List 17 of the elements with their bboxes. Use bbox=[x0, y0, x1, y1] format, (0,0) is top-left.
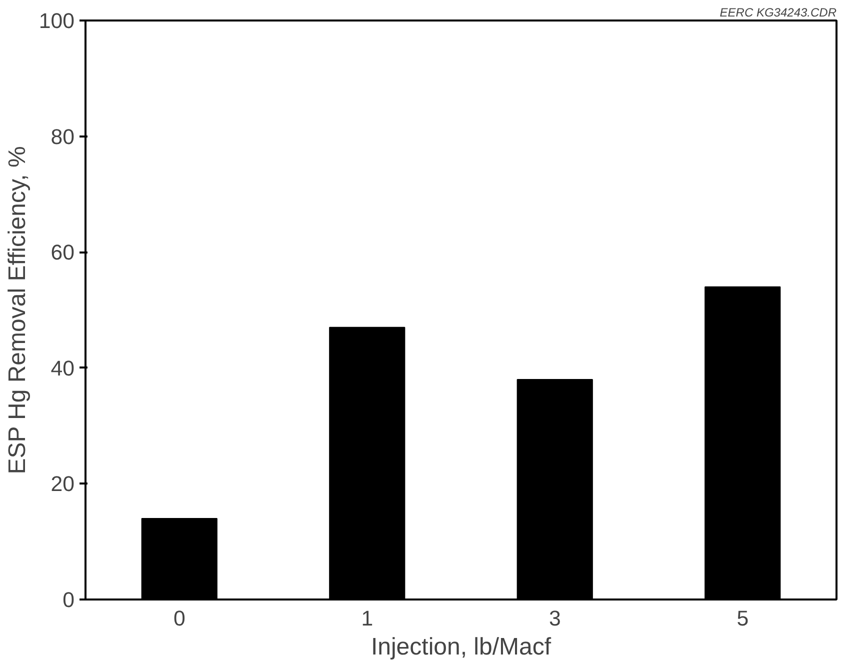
x-axis-title: Injection, lb/Macf bbox=[370, 634, 552, 660]
y-tick-label: 40 bbox=[50, 356, 75, 380]
text: EERC KG34243.CDR bbox=[720, 6, 837, 20]
y-tick-label: 80 bbox=[50, 124, 75, 149]
x-tick-label: 0 bbox=[173, 606, 186, 630]
y-tick-label: 60 bbox=[50, 240, 75, 265]
bar bbox=[329, 326, 406, 600]
bar bbox=[704, 286, 781, 600]
bar bbox=[141, 518, 218, 600]
x-tick-label: 1 bbox=[361, 606, 374, 630]
y-axis-title: ESP Hg Removal Efficiency, % bbox=[4, 146, 31, 474]
y-tick-label: 20 bbox=[50, 472, 75, 496]
bar bbox=[516, 378, 593, 600]
y-tick-label: 100 bbox=[38, 9, 75, 33]
y-tick-label: 0 bbox=[62, 588, 75, 612]
x-tick-label: 5 bbox=[736, 606, 749, 630]
x-tick-label: 3 bbox=[548, 606, 561, 630]
